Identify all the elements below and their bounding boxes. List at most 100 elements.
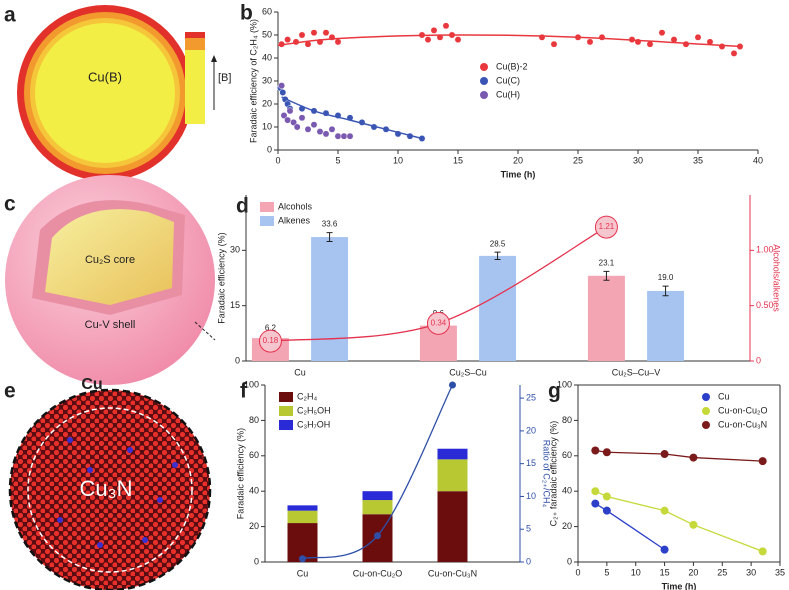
legend-swatch: [279, 392, 293, 402]
point: [538, 33, 546, 41]
error-bar: [326, 232, 333, 242]
shell-label: Cu-V shell: [85, 319, 136, 331]
color-bar: [185, 50, 205, 124]
point: [310, 121, 318, 129]
bar-segment: [287, 505, 318, 511]
legend-label: Cu(B)-2: [496, 61, 528, 71]
point: [322, 29, 330, 37]
x-tick-label: 0: [575, 567, 580, 577]
point: [602, 506, 611, 515]
panel-label: f: [240, 380, 248, 403]
point: [730, 49, 738, 57]
y-tick-label: 10: [262, 121, 272, 131]
value-label: 6.2: [265, 323, 277, 332]
legend-marker: [480, 91, 488, 99]
y2-tick-label: 20: [526, 425, 536, 435]
panel-e: e Cu Cu₃N: [4, 376, 212, 590]
point: [286, 107, 294, 115]
ratio-label: 0.18: [263, 336, 279, 345]
point: [682, 40, 690, 48]
y-tick-label: 20: [249, 521, 259, 531]
point: [284, 36, 292, 44]
fit-line: [281, 96, 423, 140]
bar: [311, 237, 349, 361]
core: [45, 209, 174, 305]
point: [591, 446, 600, 455]
y-tick-label: 0: [254, 556, 259, 566]
bar-segment: [437, 448, 468, 460]
point: [322, 130, 330, 138]
y-tick-label: 20: [562, 521, 572, 531]
x-tick-label: 30: [746, 567, 756, 577]
panel-label: e: [4, 380, 16, 403]
y-tick-label: 100: [244, 379, 259, 389]
legend-swatch: [279, 406, 293, 416]
y2-axis-label: Ratio of C₂₊/CH₄: [542, 440, 552, 508]
point: [602, 448, 611, 457]
arrow-head: [211, 55, 217, 62]
core-label: Cu₂S core: [85, 254, 135, 266]
y2-tick-label: 1.00: [756, 245, 774, 255]
y-tick-label: 30: [262, 75, 272, 85]
point: [279, 89, 287, 96]
point: [586, 38, 594, 46]
legend-label: C₂H₅OH: [297, 405, 331, 415]
point: [694, 33, 702, 41]
x-tick-label: 10: [631, 567, 641, 577]
x-tick-label: 5: [335, 155, 340, 165]
legend-marker: [702, 393, 710, 401]
y-tick-label: 60: [562, 450, 572, 460]
panel-label: a: [4, 4, 16, 27]
panel-label: d: [236, 195, 249, 218]
x-tick-label: 40: [753, 155, 763, 165]
point: [298, 31, 306, 39]
x-tick-label: 10: [393, 155, 403, 165]
point: [660, 545, 669, 554]
x-tick-label: 35: [693, 155, 703, 165]
y2-tick-label: 0.50: [756, 300, 774, 310]
y-tick-label: 60: [249, 450, 259, 460]
legend-marker: [702, 421, 710, 429]
x-tick-label: 35: [775, 567, 785, 577]
y-tick-label: 0: [267, 144, 272, 154]
color-bar: [185, 38, 205, 50]
panel-label: b: [240, 2, 253, 25]
line: [595, 490, 763, 552]
line: [595, 449, 763, 462]
inner-boundary: [27, 407, 193, 573]
bar: [587, 275, 625, 361]
y-tick-label: 40: [249, 486, 259, 496]
point: [278, 82, 286, 90]
shell-label: Cu: [81, 376, 102, 393]
legend-swatch: [260, 202, 274, 212]
color-bar: [185, 32, 205, 38]
panel-a: a Cu(B) [B]: [4, 4, 231, 181]
point: [718, 43, 726, 50]
legend-label: C₂H₄: [297, 391, 317, 401]
y2-tick-label: 10: [526, 491, 536, 501]
x-tick-label: Cu₂S–Cu: [449, 367, 487, 377]
legend-label: C₃H₇OH: [297, 419, 330, 429]
x-axis-label: Time (h): [501, 169, 536, 179]
ratio-point: [594, 215, 618, 239]
point: [334, 38, 342, 46]
legend-label: Cu: [718, 391, 730, 401]
point: [304, 125, 312, 133]
error-bar: [603, 270, 610, 281]
point: [689, 520, 698, 529]
legend-label: Cu(C): [496, 75, 520, 85]
legend-swatch: [260, 216, 274, 226]
ratio-point: [374, 532, 381, 540]
legend-marker: [702, 407, 710, 415]
x-tick-label: Cu: [297, 568, 309, 578]
point: [316, 128, 324, 136]
y-axis-label: Faradaic efficiency (%): [235, 428, 245, 519]
x-tick-label: 0: [275, 155, 280, 165]
y-axis-label: Faradaic efficiency of C₂H₄ (%): [248, 19, 258, 143]
bar-segment: [362, 491, 393, 501]
point: [454, 36, 462, 44]
y-tick-label: 80: [249, 415, 259, 425]
ratio-point: [258, 329, 282, 353]
value-label: 23.1: [599, 258, 615, 267]
x-tick-label: 15: [660, 567, 670, 577]
